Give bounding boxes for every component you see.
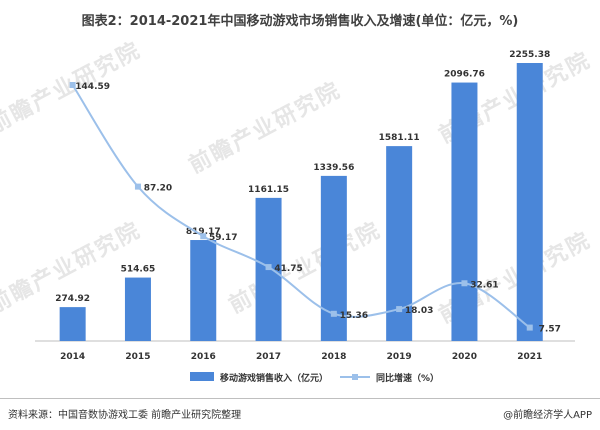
bar-label-2018: 1339.56	[313, 163, 354, 173]
bar-label-2019: 1581.11	[379, 133, 420, 143]
bar-2016	[190, 240, 217, 341]
bar-2015	[124, 277, 151, 341]
line-point-2014	[69, 82, 76, 88]
line-point-2018	[330, 310, 337, 317]
x-tick-2015: 2015	[125, 352, 150, 362]
bar-label-2021: 2255.38	[509, 50, 550, 60]
line-label-2014: 144.59	[75, 82, 110, 92]
line-label-2020: 32.61	[470, 280, 498, 290]
bar-2021	[516, 63, 543, 341]
line-point-2020	[461, 280, 468, 287]
line-label-2019: 18.03	[405, 306, 433, 316]
bar-2014	[59, 307, 86, 341]
x-tick-2014: 2014	[60, 352, 85, 362]
line-label-2015: 87.20	[144, 184, 172, 194]
legend-line-marker	[352, 374, 358, 380]
bar-2020	[451, 82, 478, 341]
x-tick-2018: 2018	[321, 352, 346, 362]
x-tick-2021: 2021	[517, 352, 542, 362]
legend-line-label: 同比增速（%）	[376, 372, 439, 384]
line-point-2016	[200, 233, 207, 240]
footer-divider	[0, 398, 600, 399]
line-point-2021	[526, 324, 533, 331]
bar-label-2020: 2096.76	[444, 70, 485, 80]
x-tick-2020: 2020	[452, 352, 477, 362]
source-note: 资料来源：中国音数协游戏工委 前瞻产业研究院整理	[8, 410, 242, 421]
chart-svg: 274.92 2014 514.65 2015 819.17 2016 1161.15 201…	[35, 50, 575, 384]
bar-label-2016: 819.17	[186, 227, 221, 237]
x-tick-2019: 2019	[387, 352, 412, 362]
chart-title: 图表2：2014-2021年中国移动游戏市场销售收入及增速(单位：亿元，%)	[81, 14, 519, 29]
line-label-2021: 7.57	[539, 325, 561, 335]
line-label-2017: 41.75	[274, 264, 302, 274]
line-point-2019	[396, 306, 403, 313]
line-label-2016: 59.17	[209, 233, 237, 243]
legend-bar-label: 移动游戏销售收入（亿元）	[220, 372, 328, 384]
line-point-2015	[134, 183, 141, 190]
x-tick-2017: 2017	[256, 352, 281, 362]
x-tick-2016: 2016	[191, 352, 216, 362]
line-point-2017	[265, 264, 272, 271]
brand-label: @前瞻经济学人APP	[503, 410, 592, 421]
legend-bar-swatch	[190, 372, 214, 381]
line-label-2018: 15.36	[340, 311, 368, 321]
bar-label-2014: 274.92	[55, 294, 90, 304]
bar-label-2015: 514.65	[121, 265, 156, 275]
bar-label-2017: 1161.15	[248, 185, 289, 195]
